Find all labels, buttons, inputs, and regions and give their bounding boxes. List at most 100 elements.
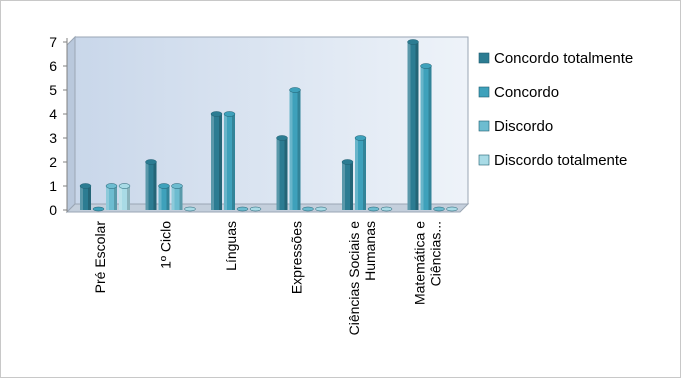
legend-swatch <box>478 86 490 98</box>
bar-zero-cap <box>92 206 105 212</box>
bar <box>171 183 183 210</box>
bar <box>158 183 170 210</box>
bar-body <box>224 114 235 210</box>
x-tick-label: Pré Escolar <box>92 221 108 294</box>
y-tick-label: 0 <box>49 202 57 218</box>
bar <box>184 206 196 212</box>
legend-swatch <box>478 120 490 132</box>
bar-zero-cap <box>446 206 458 212</box>
bar-highlight <box>171 186 175 210</box>
x-tick-label: Expressões <box>288 221 304 294</box>
bar-shade <box>284 138 288 210</box>
x-tick-label: Ciências Sociais e <box>346 221 362 336</box>
bar-body <box>420 66 432 210</box>
bar-shade <box>153 162 157 210</box>
bar <box>289 87 301 210</box>
bar <box>367 206 380 212</box>
bar <box>236 206 249 212</box>
bar-zero-cap <box>380 206 393 212</box>
bar-shade <box>88 186 91 210</box>
bar-body <box>145 162 157 210</box>
bar <box>118 183 131 210</box>
bar-body <box>276 138 288 210</box>
bar <box>92 206 105 212</box>
bar-body <box>342 162 353 210</box>
bar-zero-cap <box>302 206 314 212</box>
legend-label: Concordo totalmente <box>494 50 633 67</box>
bar-body <box>106 186 117 210</box>
bar-series-group <box>79 39 458 212</box>
x-tick-label: 1º Ciclo <box>157 221 173 269</box>
bar-highlight <box>106 186 109 210</box>
bar-top-cap <box>210 111 223 117</box>
legend-label: Discordo <box>494 118 553 135</box>
bar-highlight <box>158 186 162 210</box>
bar-zero-cap <box>236 206 249 212</box>
bar-body <box>211 114 222 210</box>
bar-shade <box>114 186 117 210</box>
y-tick-label: 1 <box>49 178 57 194</box>
bar-highlight <box>355 138 358 210</box>
bar <box>145 159 157 210</box>
y-axis: 0 1 2 3 4 5 6 7 <box>49 34 68 218</box>
bar-top-cap <box>341 159 354 165</box>
y-tick-label: 7 <box>49 34 57 50</box>
bar-highlight <box>145 162 149 210</box>
bar <box>223 111 236 210</box>
bar-shade <box>219 114 222 210</box>
bar <box>249 206 262 212</box>
y-tick-label: 5 <box>49 82 57 98</box>
bar-top-cap <box>118 183 131 189</box>
bar-top-cap <box>145 159 157 165</box>
bar-shade <box>428 66 432 210</box>
bar <box>407 39 419 210</box>
bar-top-cap <box>158 183 170 189</box>
bar-top-cap <box>407 39 419 45</box>
x-tick-label: Ciências... <box>427 221 443 286</box>
bar-highlight <box>224 114 227 210</box>
bar-highlight <box>289 90 293 210</box>
bar <box>446 206 458 212</box>
bar <box>79 183 92 210</box>
bar-top-cap <box>276 135 288 141</box>
bar-top-cap <box>289 87 301 93</box>
bar-top-cap <box>354 135 367 141</box>
bar-highlight <box>211 114 214 210</box>
chart-side-wall <box>66 35 76 214</box>
bar-zero-cap <box>315 206 327 212</box>
bar <box>105 183 118 210</box>
legend-label: Discordo totalmente <box>494 152 627 169</box>
bar-shade <box>350 162 353 210</box>
bar-shade <box>232 114 235 210</box>
bar-zero-cap <box>433 206 445 212</box>
bar-shade <box>127 186 130 210</box>
bar-body <box>407 42 419 210</box>
legend: Concordo totalmente Concordo Discordo Disco… <box>478 50 633 169</box>
bar-top-cap <box>420 63 432 69</box>
bar-top-cap <box>105 183 118 189</box>
legend-swatch <box>478 154 490 166</box>
bar <box>420 63 432 210</box>
y-tick-label: 3 <box>49 130 57 146</box>
bar-shade <box>363 138 366 210</box>
legend-item: Discordo totalmente <box>478 152 627 169</box>
bar-top-cap <box>223 111 236 117</box>
bar-highlight <box>119 186 122 210</box>
bar <box>354 135 367 210</box>
bar-body <box>355 138 366 210</box>
legend-item: Concordo totalmente <box>478 50 633 67</box>
bar-zero-cap <box>367 206 380 212</box>
bar <box>276 135 288 210</box>
bar <box>341 159 354 210</box>
bar-highlight <box>342 162 345 210</box>
bar-body <box>171 186 183 210</box>
y-tick-label: 2 <box>49 154 57 170</box>
legend-item: Concordo <box>478 84 559 101</box>
legend-label: Concordo <box>494 84 559 101</box>
bar <box>210 111 223 210</box>
bar-highlight <box>407 42 411 210</box>
bar-zero-cap <box>249 206 262 212</box>
bar-top-cap <box>79 183 92 189</box>
bar-shade <box>179 186 183 210</box>
